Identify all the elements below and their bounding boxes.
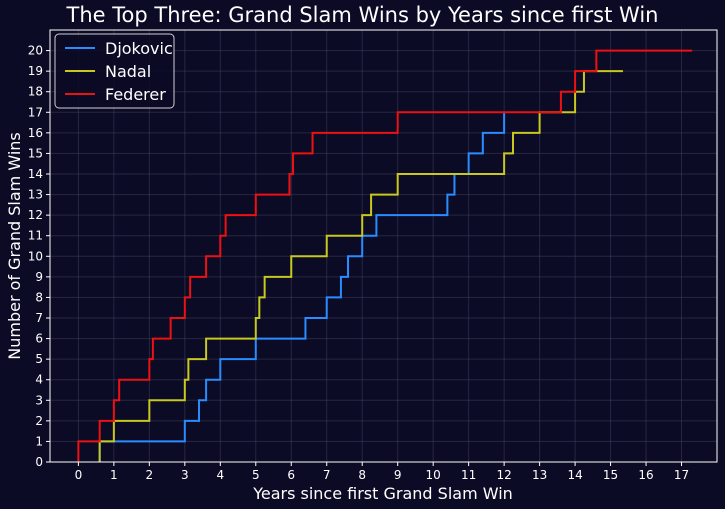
x-tick-label: 0 (75, 468, 83, 482)
y-tick-label: 3 (35, 393, 43, 407)
x-tick-label: 11 (461, 468, 476, 482)
legend-label-nadal: Nadal (105, 62, 151, 81)
x-tick-label: 14 (567, 468, 582, 482)
y-tick-label: 17 (28, 105, 43, 119)
y-tick-label: 9 (35, 270, 43, 284)
x-tick-label: 2 (146, 468, 154, 482)
x-tick-label: 12 (496, 468, 511, 482)
y-tick-label: 2 (35, 414, 43, 428)
series-lines (77, 49, 693, 462)
y-tick-label: 15 (28, 146, 43, 160)
legend-box (54, 33, 175, 109)
x-tick-label: 15 (603, 468, 618, 482)
x-tick-label: 7 (323, 468, 331, 482)
y-tick-label: 20 (28, 44, 43, 58)
y-tick-label: 14 (28, 167, 43, 181)
chart-legend: Djokovic Nadal Federer (54, 33, 175, 109)
y-tick-label: 19 (28, 64, 43, 78)
y-tick-label: 11 (28, 229, 43, 243)
y-tick-label: 13 (28, 188, 43, 202)
x-tick-label: 16 (638, 468, 653, 482)
y-tick-label: 10 (28, 249, 43, 263)
x-axis-label: Years since first Grand Slam Win (252, 484, 513, 503)
x-tick-label: 8 (358, 468, 366, 482)
x-tick-label: 9 (394, 468, 402, 482)
x-tick-label: 6 (287, 468, 295, 482)
y-tick-label: 4 (35, 373, 43, 387)
x-tick-label: 1 (110, 468, 118, 482)
x-tick-label: 10 (426, 468, 441, 482)
plot-frame (49, 29, 718, 463)
y-tick-label: 0 (35, 455, 43, 469)
y-tick-label: 7 (35, 311, 43, 325)
chart-title: The Top Three: Grand Slam Wins by Years … (66, 3, 659, 27)
legend-label-djokovic: Djokovic (105, 39, 173, 58)
x-tick-label: 3 (181, 468, 189, 482)
x-tick-label: 13 (532, 468, 547, 482)
y-tick-label: 16 (28, 126, 43, 140)
y-tick-label: 8 (35, 290, 43, 304)
y-tick-label: 12 (28, 208, 43, 222)
legend-label-federer: Federer (105, 85, 166, 104)
y-tick-label: 1 (35, 434, 43, 448)
y-tick-label: 18 (28, 85, 43, 99)
x-tick-label: 5 (252, 468, 260, 482)
x-tick-label: 4 (216, 468, 224, 482)
y-tick-label: 5 (35, 352, 43, 366)
series-line-nadal (98, 70, 623, 462)
axes: 0 1 2 3 4 5 6 7 8 9 10 11 12 13 14 15 16 1701234567891011… (28, 29, 718, 482)
series-line-federer (77, 49, 693, 462)
y-axis-label: Number of Grand Slam Wins (5, 132, 24, 360)
x-tick-label: 17 (674, 468, 689, 482)
y-tick-label: 6 (35, 332, 43, 346)
series-line-djokovic (98, 112, 506, 462)
